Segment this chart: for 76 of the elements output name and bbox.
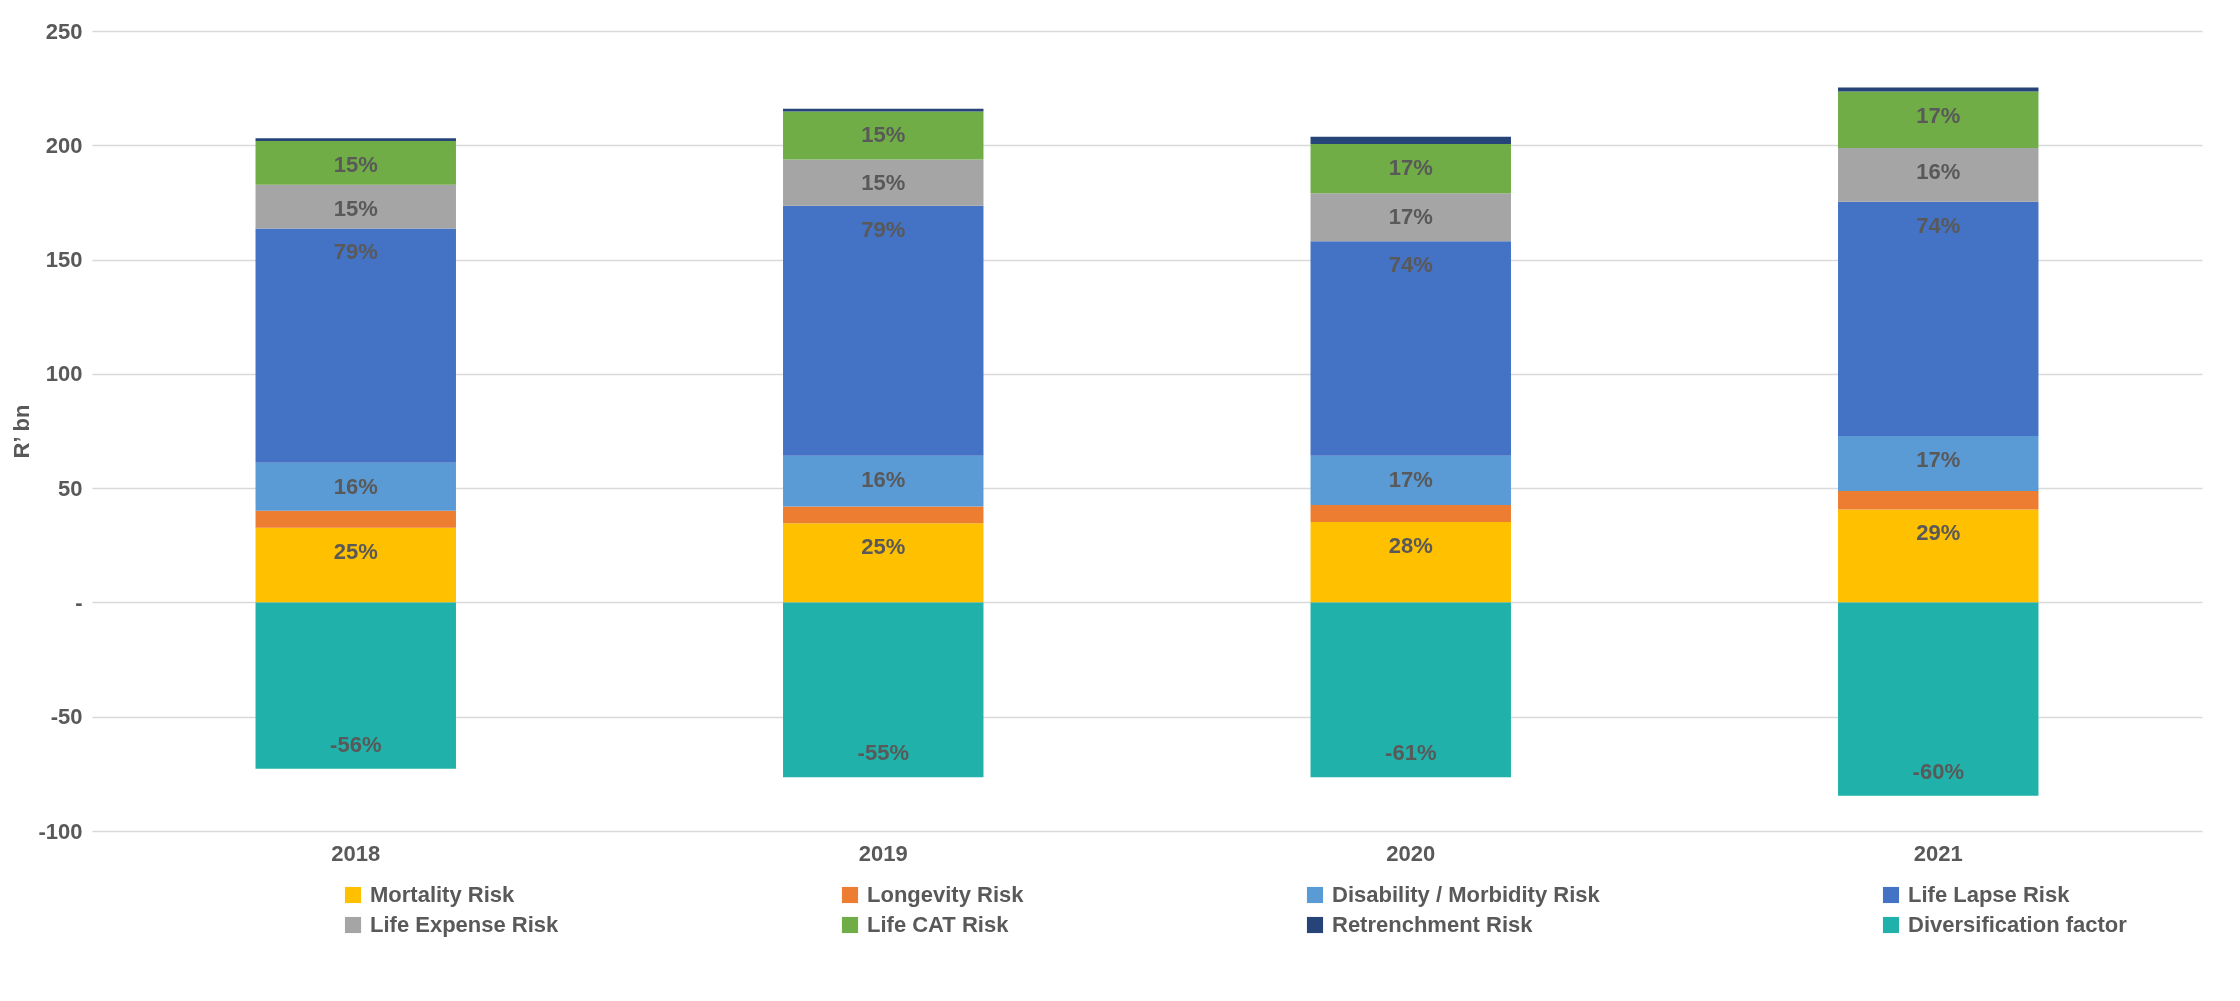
- annotation: -55%: [857, 740, 909, 766]
- annotation: 16%: [333, 473, 378, 499]
- bar: [1310, 602, 1511, 778]
- y-tick-label: -: [75, 589, 83, 615]
- annotation: 25%: [333, 538, 378, 564]
- bar: [1838, 148, 2039, 202]
- bar: [255, 138, 456, 141]
- bar: [783, 506, 984, 524]
- bar: [1838, 87, 2039, 92]
- bar: [255, 140, 456, 185]
- x-tick-label: 2019: [858, 840, 908, 866]
- bar: [1838, 91, 2039, 149]
- annotation: -61%: [1385, 740, 1437, 766]
- y-axis-title: R’ bn: [9, 404, 35, 459]
- annotation: -56%: [330, 731, 382, 757]
- bar: [783, 159, 984, 206]
- bar: [255, 602, 456, 769]
- annotation: 15%: [333, 151, 378, 177]
- bar: [1838, 490, 2039, 510]
- bar: [783, 455, 984, 507]
- annotation: 79%: [861, 216, 906, 242]
- y-tick-label: -100: [38, 818, 83, 844]
- x-tick-label: 2020: [1386, 840, 1436, 866]
- y-tick-label: -50: [50, 704, 83, 730]
- annotation: 16%: [861, 466, 906, 492]
- annotation: 17%: [1388, 466, 1433, 492]
- bar: [255, 527, 456, 603]
- legend-label: Longevity Risk: [867, 882, 1025, 907]
- bar: [783, 111, 984, 160]
- annotation: 28%: [1388, 532, 1433, 558]
- annotation: -60%: [1912, 758, 1964, 784]
- bar: [1310, 143, 1511, 194]
- legend-label: Retrenchment Risk: [1332, 912, 1534, 937]
- annotation: 74%: [1916, 212, 1961, 238]
- legend-label: Life CAT Risk: [867, 912, 1010, 937]
- y-tick-label: 100: [45, 361, 83, 387]
- annotation: 17%: [1388, 204, 1433, 230]
- bar: [783, 523, 984, 603]
- bar: [783, 602, 984, 778]
- bar: [255, 462, 456, 511]
- annotation: 17%: [1388, 154, 1433, 180]
- legend-label: Life Lapse Risk: [1908, 882, 2071, 907]
- bar: [255, 228, 456, 463]
- bar: [255, 510, 456, 528]
- bar: [1838, 602, 2039, 796]
- annotation: 74%: [1388, 252, 1433, 278]
- x-tick-label: 2018: [331, 840, 381, 866]
- bar: [1838, 436, 2039, 491]
- bar: [1310, 193, 1511, 242]
- bar: [1310, 455, 1511, 506]
- annotation: 25%: [861, 534, 906, 560]
- annotation: 17%: [1916, 447, 1961, 473]
- bar: [1310, 136, 1511, 144]
- annotation: 15%: [861, 170, 906, 196]
- annotation: 16%: [1916, 159, 1961, 185]
- annotation: 79%: [333, 239, 378, 265]
- y-tick-label: 150: [45, 247, 83, 273]
- bar: [255, 184, 456, 229]
- bar: [1310, 521, 1511, 603]
- y-tick-label: 200: [45, 132, 83, 158]
- y-tick-label: 50: [58, 475, 83, 501]
- annotation: 17%: [1916, 102, 1961, 128]
- bar: [1310, 241, 1511, 456]
- annotation: 29%: [1916, 520, 1961, 546]
- bar: [1838, 509, 2039, 603]
- bar: [1310, 505, 1511, 522]
- legend-label: Life Expense Risk: [370, 912, 560, 937]
- x-tick-label: 2021: [1913, 840, 1963, 866]
- legend-label: Disability / Morbidity Risk: [1332, 882, 1601, 907]
- y-tick-label: 250: [45, 18, 83, 44]
- bar: [1838, 201, 2039, 437]
- annotation: 15%: [333, 195, 378, 221]
- annotation: 15%: [861, 122, 906, 148]
- legend-label: Mortality Risk: [370, 882, 516, 907]
- legend-label: Diversification factor: [1908, 912, 2128, 937]
- bar: [783, 205, 984, 456]
